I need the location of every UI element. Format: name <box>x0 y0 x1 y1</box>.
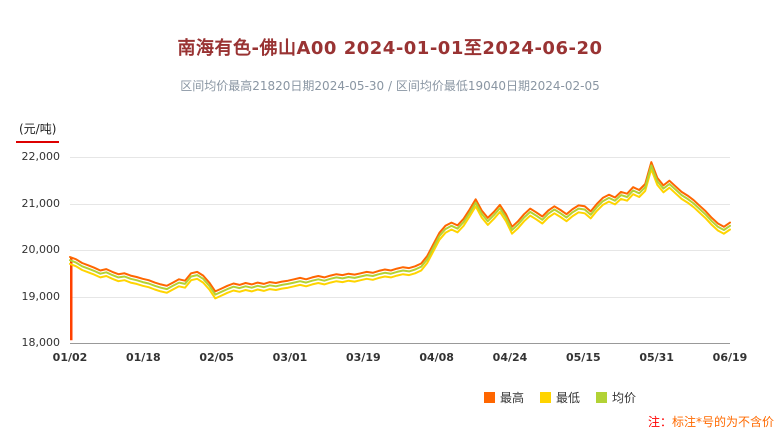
legend-item-high: 最高 <box>484 389 524 406</box>
x-axis-tick-label: 06/19 <box>712 351 748 364</box>
x-axis-tick-label: 02/05 <box>199 351 234 364</box>
x-axis-tick-label: 01/02 <box>52 351 88 364</box>
gridline <box>70 157 730 158</box>
x-axis-tick-label: 03/19 <box>346 351 381 364</box>
y-axis-tick-label: 19,000 <box>21 289 61 303</box>
y-axis-tick-label: 18,000 <box>21 336 61 349</box>
y-axis-tick-label: 21,000 <box>21 196 61 210</box>
high-line <box>69 161 731 293</box>
price-lines-svg <box>69 161 731 341</box>
x-axis-tick-label: 05/15 <box>566 351 601 364</box>
x-axis-tick-label: 03/01 <box>272 351 308 364</box>
legend-item-low: 最低 <box>540 389 580 406</box>
legend-label-low: 最低 <box>556 391 581 405</box>
avg-swatch-icon <box>596 392 608 403</box>
legend-label-avg: 均价 <box>612 391 637 405</box>
low-swatch-icon <box>540 392 552 403</box>
gridline <box>70 203 730 205</box>
gridline <box>70 296 730 298</box>
legend: 最高 最低 均价 <box>484 389 636 406</box>
y-axis-unit-label: (元/吨) <box>16 120 60 143</box>
x-axis-line <box>70 343 730 344</box>
legend-item-avg: 均价 <box>596 389 636 406</box>
plot-area <box>69 157 731 344</box>
footnote-text: 标注*号的为不含价 <box>671 415 774 429</box>
chart-subtitle: 区间均价最高21820日期2024-05-30 / 区间均价最低19040日期2… <box>180 79 600 93</box>
y-axis-tick-label: 22,000 <box>21 150 61 163</box>
x-axis-tick-label: 04/24 <box>492 351 528 364</box>
x-axis-tick-label: 04/08 <box>419 351 454 364</box>
footnote-prefix: 注： <box>647 415 672 429</box>
legend-label-high: 最高 <box>500 391 525 405</box>
chart-title: 南海有色-佛山A00 2024-01-01至2024-06-20 <box>177 38 603 59</box>
high-swatch-icon <box>484 392 495 403</box>
low-line <box>69 168 731 300</box>
y-axis-tick-label: 20,000 <box>21 243 61 256</box>
x-axis-tick-label: 05/31 <box>639 351 674 364</box>
x-axis-tick-label: 01/18 <box>126 351 161 364</box>
footnote: 注：标注*号的为不含价 <box>648 413 774 430</box>
avg-line <box>69 164 731 296</box>
gridline <box>70 250 730 251</box>
